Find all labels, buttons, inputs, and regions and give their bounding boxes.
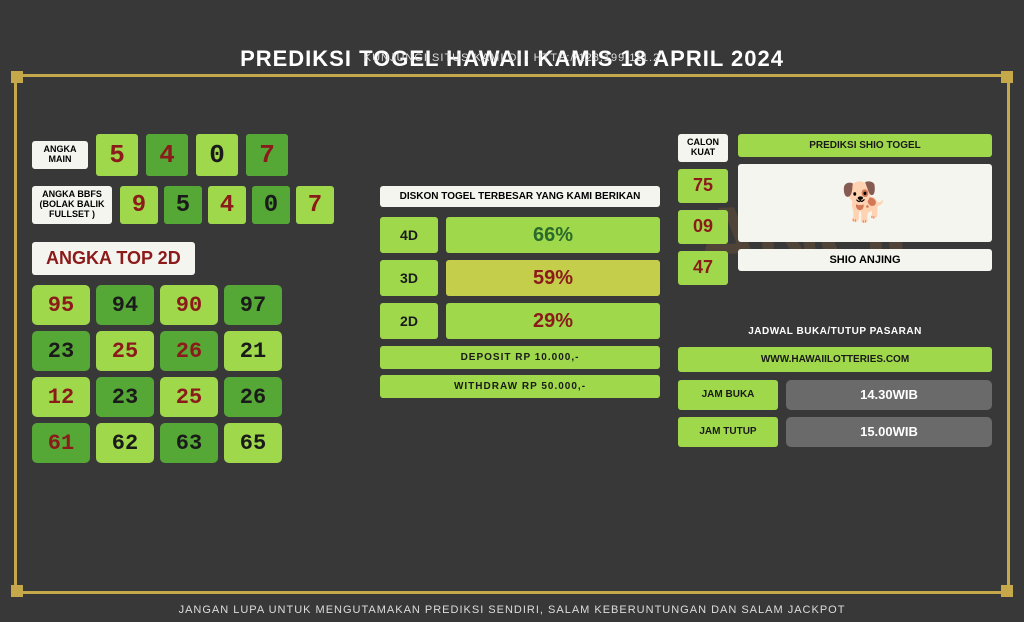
- angka-bbfs-label: ANGKA BBFS (BOLAK BALIK FULLSET ): [32, 186, 112, 224]
- diskon-pct: 59%: [446, 260, 660, 296]
- withdraw-box: WITHDRAW RP 50.000,-: [380, 375, 660, 398]
- angka-main-label: ANGKA MAIN: [32, 141, 88, 169]
- top2d-cell: 25: [160, 377, 218, 417]
- main-content: ANGKA MAIN 5407 ANGKA BBFS (BOLAK BALIK …: [32, 134, 992, 590]
- url-box: WWW.HAWAIILOTTERIES.COM: [678, 347, 992, 372]
- top2d-cell: 12: [32, 377, 90, 417]
- top2d-cell: 61: [32, 423, 90, 463]
- angka-main-num: 0: [196, 134, 238, 176]
- angka-bbfs-num: 9: [120, 186, 158, 224]
- angka-main-num: 5: [96, 134, 138, 176]
- diskon-title: DISKON TOGEL TERBESAR YANG KAMI BERIKAN: [380, 186, 660, 207]
- shio-name: SHIO ANJING: [738, 249, 992, 271]
- top2d-cell: 23: [32, 331, 90, 371]
- angka-bbfs-num: 0: [252, 186, 290, 224]
- top2d-title: ANGKA TOP 2D: [32, 242, 195, 275]
- top2d-cell: 94: [96, 285, 154, 325]
- top2d-cell: 65: [224, 423, 282, 463]
- calon-num: 75: [678, 169, 728, 203]
- top2d-cell: 62: [96, 423, 154, 463]
- angka-bbfs-num: 5: [164, 186, 202, 224]
- top2d-cell: 90: [160, 285, 218, 325]
- top2d-cell: 95: [32, 285, 90, 325]
- footer-text: JANGAN LUPA UNTUK MENGUTAMAKAN PREDIKSI …: [0, 604, 1024, 616]
- calon-num: 47: [678, 251, 728, 285]
- shio-title: PREDIKSI SHIO TOGEL: [738, 134, 992, 157]
- angka-main-num: 7: [246, 134, 288, 176]
- angka-main-num: 4: [146, 134, 188, 176]
- jadwal-title: JADWAL BUKA/TUTUP PASARAN: [678, 326, 992, 337]
- top2d-cell: 26: [160, 331, 218, 371]
- jam-tutup-value: 15.00WIB: [786, 417, 992, 447]
- shio-image: 🐕: [738, 164, 992, 242]
- calon-num: 09: [678, 210, 728, 244]
- deposit-box: DEPOSIT RP 10.000,-: [380, 346, 660, 369]
- diskon-pct: 66%: [446, 217, 660, 253]
- diskon-dim: 2D: [380, 303, 438, 339]
- top2d-cell: 25: [96, 331, 154, 371]
- jam-tutup-label: JAM TUTUP: [678, 417, 778, 447]
- top2d-cell: 97: [224, 285, 282, 325]
- diskon-dim: 3D: [380, 260, 438, 296]
- diskon-dim: 4D: [380, 217, 438, 253]
- jam-buka-value: 14.30WIB: [786, 380, 992, 410]
- angka-bbfs-num: 7: [296, 186, 334, 224]
- top2d-cell: 63: [160, 423, 218, 463]
- angka-bbfs-num: 4: [208, 186, 246, 224]
- top2d-cell: 21: [224, 331, 282, 371]
- jam-buka-label: JAM BUKA: [678, 380, 778, 410]
- top2d-cell: 23: [96, 377, 154, 417]
- header-url: KUNJUNGI SITUS KAMI DI : HTTP://128.199.…: [0, 52, 1024, 64]
- top2d-cell: 26: [224, 377, 282, 417]
- diskon-pct: 29%: [446, 303, 660, 339]
- calon-label: CALON KUAT: [678, 134, 728, 162]
